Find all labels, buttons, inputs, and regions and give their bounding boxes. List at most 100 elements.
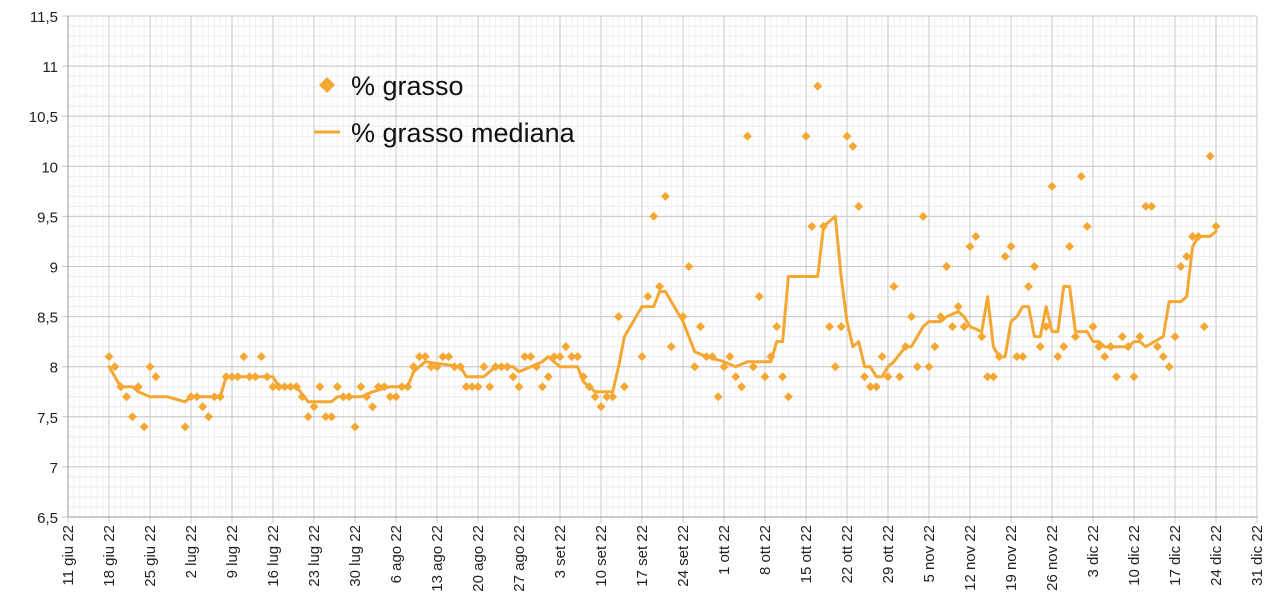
x-tick-label: 3 set 22 — [552, 525, 569, 578]
data-point-diamond — [977, 332, 987, 342]
x-tick-label: 24 set 22 — [675, 525, 692, 587]
data-point-diamond — [373, 382, 383, 392]
data-point-diamond — [725, 352, 735, 362]
data-point-diamond — [1070, 332, 1080, 342]
data-point-diamond — [1182, 251, 1192, 261]
data-point-diamond — [936, 312, 946, 322]
data-point-diamond — [994, 352, 1004, 362]
data-point-diamond — [432, 362, 442, 372]
data-point-diamond — [151, 372, 161, 382]
data-point-diamond — [707, 352, 717, 362]
y-tick-label: 7 — [50, 460, 58, 477]
x-tick-label: 15 ott 22 — [798, 525, 815, 583]
data-point-diamond — [479, 362, 489, 372]
x-tick-label: 5 nov 22 — [921, 525, 938, 583]
data-point-diamond — [485, 382, 495, 392]
data-point-diamond — [1129, 372, 1139, 382]
data-point-diamond — [309, 402, 319, 412]
data-point-diamond — [584, 382, 594, 392]
data-point-diamond — [321, 412, 331, 422]
data-point-diamond — [555, 352, 565, 362]
data-point-diamond — [209, 392, 219, 402]
data-point-diamond — [491, 362, 501, 372]
data-point-diamond — [836, 322, 846, 332]
data-point-diamond — [250, 372, 260, 382]
data-point-diamond — [514, 382, 524, 392]
data-point-diamond — [409, 362, 419, 372]
data-point-diamond — [145, 362, 155, 372]
data-point-diamond — [1041, 322, 1051, 332]
x-tick-label: 17 dic 22 — [1167, 525, 1184, 586]
data-point-diamond — [813, 81, 823, 91]
data-point-diamond — [567, 352, 577, 362]
data-point-diamond — [983, 372, 993, 382]
x-tick-label: 25 giu 22 — [142, 525, 159, 587]
data-point-diamond — [1000, 251, 1010, 261]
x-tick-label: 16 lug 22 — [265, 525, 282, 587]
x-tick-label: 22 ott 22 — [839, 525, 856, 583]
data-point-diamond — [356, 382, 366, 392]
data-point-diamond — [1111, 372, 1121, 382]
data-point-diamond — [344, 392, 354, 402]
data-point-diamond — [332, 382, 342, 392]
data-point-diamond — [1024, 282, 1034, 292]
data-point-diamond — [1152, 342, 1162, 352]
data-point-diamond — [737, 382, 747, 392]
data-point-diamond — [303, 412, 313, 422]
data-point-diamond — [971, 231, 981, 241]
legend: % grasso % grasso mediana — [314, 71, 576, 148]
data-point-diamond — [245, 372, 255, 382]
x-tick-label: 2 lug 22 — [183, 525, 200, 578]
data-point-diamond — [824, 322, 834, 332]
data-point-diamond — [508, 372, 518, 382]
data-point-diamond — [467, 382, 477, 392]
data-point-diamond — [192, 392, 202, 402]
y-tick-label: 11,5 — [30, 9, 58, 26]
x-tick-label: 19 nov 22 — [1003, 525, 1020, 591]
data-point-diamond — [953, 302, 963, 312]
data-point-diamond — [924, 362, 934, 372]
data-point-diamond — [783, 392, 793, 402]
data-point-diamond — [684, 262, 694, 271]
data-point-diamond — [578, 372, 588, 382]
data-point-diamond — [760, 372, 770, 382]
data-point-diamond — [602, 392, 612, 402]
data-point-diamond — [719, 362, 729, 372]
data-point-diamond — [801, 131, 811, 141]
data-point-diamond — [450, 362, 460, 372]
data-point-diamond — [988, 372, 998, 382]
data-point-diamond — [918, 211, 928, 221]
legend-label-line: % grasso mediana — [351, 118, 576, 148]
data-point-diamond — [526, 352, 536, 362]
legend-marker-diamond — [319, 77, 335, 93]
data-point-diamond — [549, 352, 559, 362]
data-point-diamond — [1141, 201, 1151, 211]
data-point-diamond — [660, 191, 670, 201]
x-tick-label: 23 lug 22 — [306, 525, 323, 587]
x-tick-label: 26 nov 22 — [1044, 525, 1061, 591]
x-tick-label: 10 dic 22 — [1126, 525, 1143, 586]
data-point-diamond — [368, 402, 378, 412]
data-point-diamond — [1170, 332, 1180, 342]
data-point-diamond — [385, 392, 395, 402]
data-point-diamond — [889, 282, 899, 292]
data-point-diamond — [1188, 231, 1198, 241]
data-point-diamond — [543, 372, 553, 382]
data-point-diamond — [280, 382, 290, 392]
x-tick-label: 3 dic 22 — [1085, 525, 1102, 578]
legend-label-scatter: % grasso — [351, 71, 464, 101]
data-point-diamond — [438, 352, 448, 362]
data-point-diamond — [127, 412, 137, 422]
data-point-diamond — [965, 241, 975, 251]
x-tick-label: 30 lug 22 — [347, 525, 364, 587]
data-point-diamond — [649, 211, 659, 221]
data-point-diamond — [619, 382, 629, 392]
data-point-diamond — [1193, 231, 1203, 241]
data-point-diamond — [666, 342, 676, 352]
data-point-diamond — [1088, 322, 1098, 332]
data-point-diamond — [444, 352, 454, 362]
y-tick-label: 8 — [50, 360, 58, 377]
data-point-diamond — [883, 372, 893, 382]
x-tick-label: 10 set 22 — [593, 525, 610, 587]
data-point-diamond — [1158, 352, 1168, 362]
